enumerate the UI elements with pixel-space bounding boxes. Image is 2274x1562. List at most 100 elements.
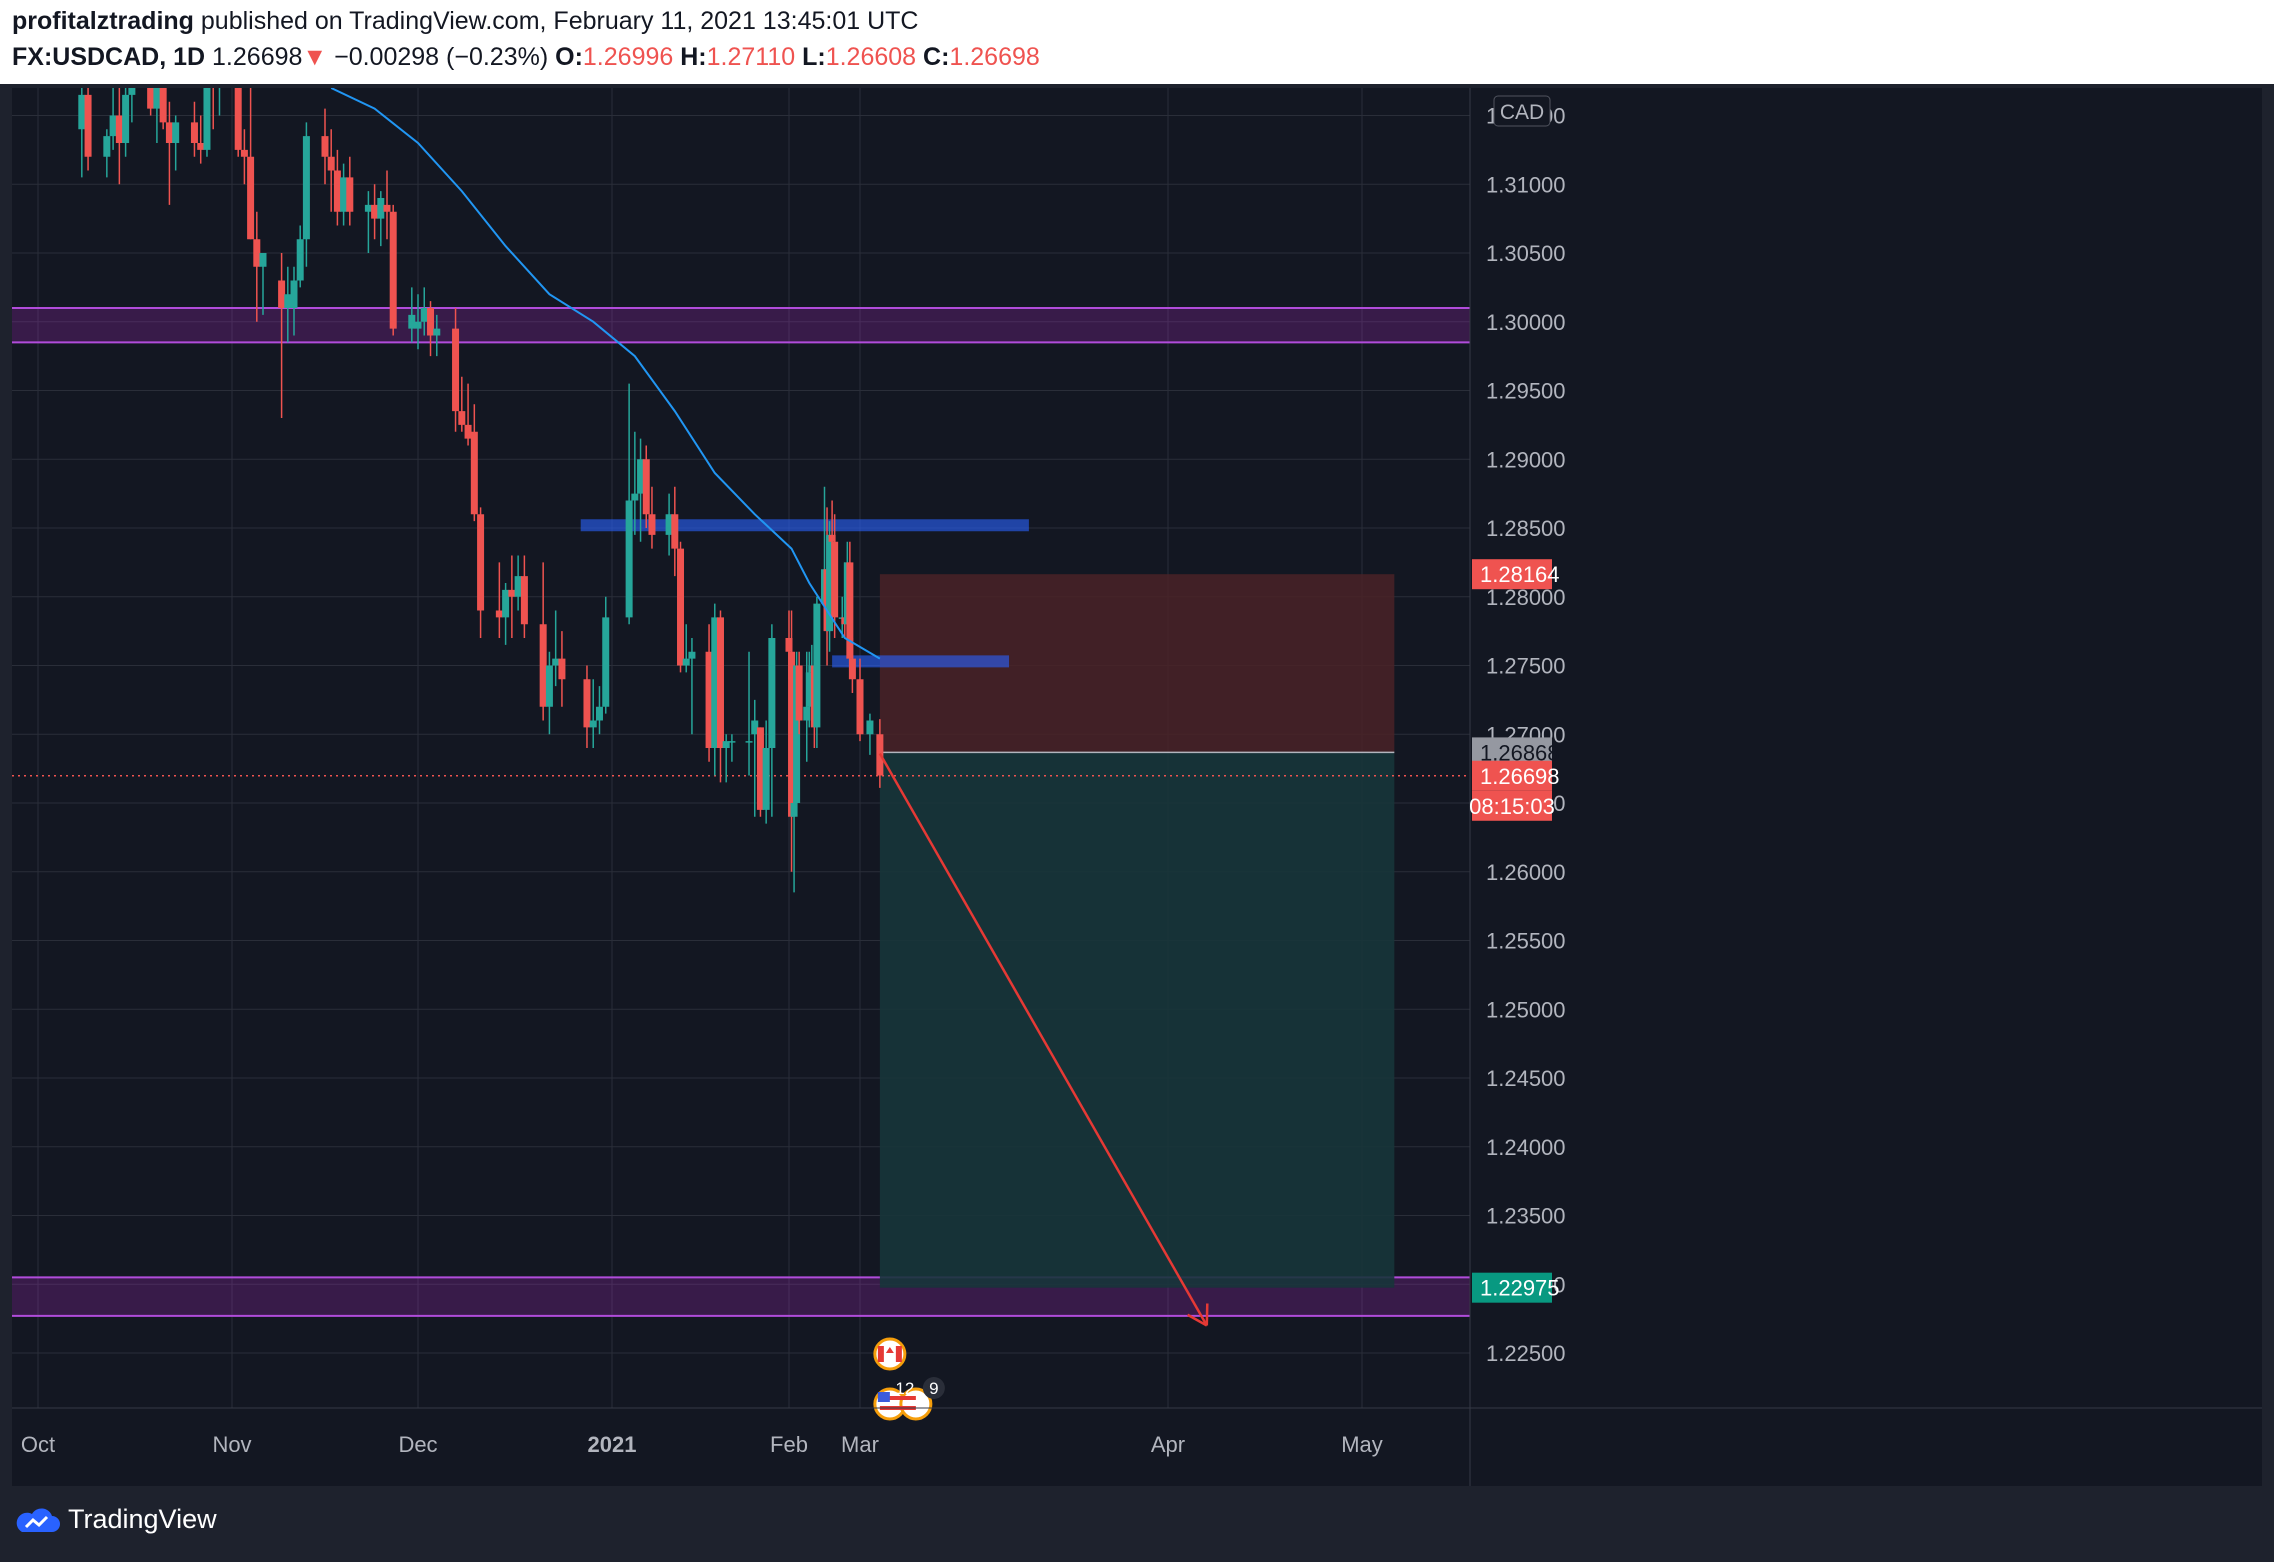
- y-tick-label: 1.24500: [1486, 1066, 1566, 1091]
- candle-body: [452, 328, 460, 412]
- publish-header: profitalztrading published on TradingVie…: [0, 0, 2274, 84]
- candle-body: [671, 514, 679, 549]
- tradingview-logo[interactable]: TradingView: [14, 1504, 217, 1535]
- candle-body: [602, 617, 610, 707]
- candle: [589, 679, 597, 748]
- candle: [745, 651, 753, 776]
- moving-average-line: [330, 88, 881, 660]
- y-tick-label: 1.24000: [1486, 1135, 1566, 1160]
- candle: [508, 555, 516, 638]
- candle-body: [420, 308, 428, 322]
- candle-body: [383, 204, 391, 212]
- candle-body: [514, 576, 522, 597]
- y-tick-label: 1.31000: [1486, 172, 1566, 197]
- candle-body: [642, 459, 650, 515]
- candle: [371, 184, 379, 240]
- candle-body: [259, 253, 267, 267]
- candle: [284, 266, 292, 343]
- author-name[interactable]: profitalztrading: [12, 7, 194, 35]
- candle: [115, 88, 123, 185]
- published-text: published on TradingView.com, February 1…: [193, 7, 919, 35]
- candle-body: [340, 177, 348, 212]
- stop-price-tag-bg: [1472, 559, 1552, 590]
- last-price-tag: 1.26698: [1480, 764, 1560, 789]
- y-tick-label: 1.25000: [1486, 997, 1566, 1022]
- candle-body: [433, 328, 441, 336]
- y-tick-label: 1.29500: [1486, 379, 1566, 404]
- target-price-tag: 1.22975: [1480, 1276, 1560, 1301]
- candle: [790, 789, 798, 893]
- countdown-tag: 08:15:03: [1469, 794, 1555, 819]
- candle-body: [364, 204, 372, 212]
- candle-body: [813, 603, 821, 728]
- candle-body: [333, 170, 341, 212]
- price-chart[interactable]: 12 9 1.315001.310001.305001.300001.295001.…: [12, 88, 2262, 1486]
- candle: [631, 431, 639, 535]
- candle: [848, 638, 856, 693]
- economic-events: 12 9: [873, 1337, 945, 1421]
- candle: [427, 301, 435, 357]
- event-count-label: 12: [895, 1379, 914, 1398]
- candle-body: [234, 88, 242, 150]
- candle-body: [327, 156, 335, 171]
- symbol-name[interactable]: FX:USDCAD, 1D: [12, 43, 206, 71]
- candle: [364, 191, 372, 253]
- more-events-label: 9: [929, 1379, 938, 1398]
- high-label: H:: [680, 43, 707, 71]
- candle-body: [502, 589, 510, 618]
- arrow-head: [1186, 1313, 1208, 1327]
- candle: [762, 720, 770, 824]
- candle: [159, 88, 167, 130]
- candle-body: [128, 88, 136, 95]
- candle: [103, 129, 111, 178]
- candles: [78, 88, 884, 893]
- candle-body: [826, 534, 834, 632]
- candle-body: [290, 280, 298, 308]
- candle: [218, 88, 221, 116]
- candle: [545, 651, 553, 735]
- candle-body: [728, 741, 736, 743]
- candle: [795, 651, 803, 735]
- candle-body: [159, 88, 167, 123]
- horizontal-level: [580, 519, 1029, 532]
- chart-pane[interactable]: 12 9 1.315001.310001.305001.300001.295001.…: [12, 88, 2262, 1486]
- candle: [259, 253, 267, 315]
- candle-body: [247, 156, 255, 240]
- candle: [595, 686, 603, 735]
- candle: [247, 88, 255, 240]
- candle: [302, 122, 310, 267]
- high-value: 1.27110: [706, 43, 796, 71]
- y-tick-label: 1.27500: [1486, 654, 1566, 679]
- candle-body: [803, 706, 811, 721]
- candle: [408, 287, 416, 343]
- candle: [109, 88, 117, 150]
- y-tick-label: 1.25500: [1486, 929, 1566, 954]
- candle-body: [190, 122, 198, 143]
- candle: [296, 225, 304, 288]
- price-change: −0.00298 (−0.23%): [334, 43, 549, 71]
- candle-body: [115, 115, 123, 143]
- candle-body: [302, 136, 310, 240]
- candle: [768, 624, 776, 817]
- currency-box: [1493, 95, 1551, 127]
- candle: [856, 658, 864, 742]
- candle: [197, 115, 205, 164]
- candle-body: [284, 294, 292, 308]
- candle-body: [552, 658, 560, 666]
- candle-body: [147, 88, 155, 109]
- candle: [165, 101, 173, 205]
- plot-area: [12, 88, 1470, 1408]
- candle-body: [805, 672, 813, 707]
- stop-price-tag: 1.28164: [1480, 562, 1560, 587]
- candle-body: [722, 741, 730, 748]
- candle-body: [705, 651, 713, 748]
- last-price: 1.26698: [212, 43, 303, 71]
- price-axis: 1.315001.310001.305001.300001.295001.290…: [1469, 88, 1566, 1486]
- candle-body: [389, 211, 397, 329]
- candle-body: [240, 149, 248, 157]
- candle: [728, 734, 736, 762]
- candle: [788, 610, 796, 872]
- candle: [705, 624, 713, 762]
- candle-body: [470, 431, 478, 515]
- candle: [813, 596, 821, 748]
